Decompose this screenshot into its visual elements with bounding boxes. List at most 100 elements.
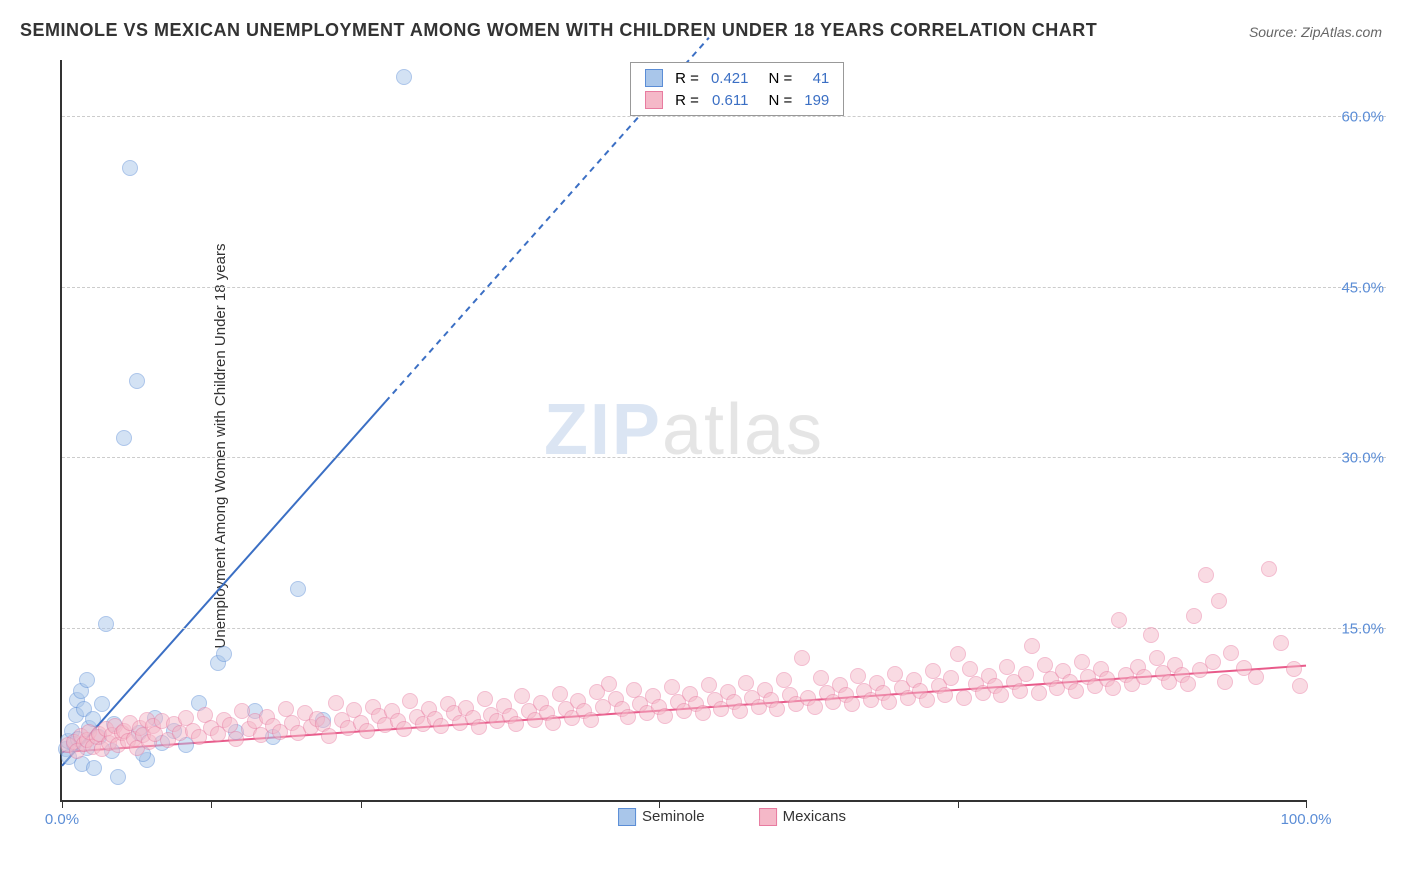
bottom-legend: SeminoleMexicans [582, 808, 864, 826]
data-point [396, 721, 412, 737]
legend-r-label: R = [669, 89, 705, 111]
data-point [993, 687, 1009, 703]
xtick-label: 100.0% [1281, 811, 1332, 828]
legend-swatch [759, 808, 777, 826]
data-point [1105, 680, 1121, 696]
data-point [1186, 608, 1202, 624]
legend-n-label: N = [754, 89, 798, 111]
watermark: ZIPatlas [544, 389, 824, 471]
data-point [122, 160, 138, 176]
data-point [1149, 650, 1165, 666]
ytick-label: 15.0% [1314, 621, 1384, 638]
gridline [62, 116, 1386, 117]
data-point [552, 686, 568, 702]
legend-swatch [645, 91, 663, 109]
gridline [62, 628, 1386, 629]
data-point [1018, 666, 1034, 682]
data-point [477, 691, 493, 707]
xtick-label: 0.0% [45, 811, 79, 828]
data-point [514, 688, 530, 704]
data-point [794, 650, 810, 666]
data-point [620, 709, 636, 725]
legend-r-value: 0.421 [705, 67, 755, 89]
legend-swatch [618, 808, 636, 826]
data-point [1205, 654, 1221, 670]
data-point [695, 705, 711, 721]
xtick [958, 800, 959, 808]
xtick [361, 800, 362, 808]
data-point [657, 708, 673, 724]
legend-r-label: R = [669, 67, 705, 89]
data-point [110, 769, 126, 785]
ytick-label: 30.0% [1314, 450, 1384, 467]
data-point [1024, 638, 1040, 654]
data-point [937, 687, 953, 703]
data-point [769, 701, 785, 717]
data-point [887, 666, 903, 682]
data-point [881, 694, 897, 710]
data-point [1037, 657, 1053, 673]
source-label: Source: ZipAtlas.com [1249, 24, 1382, 40]
data-point [433, 718, 449, 734]
data-point [950, 646, 966, 662]
legend-n-label: N = [754, 67, 798, 89]
data-point [359, 723, 375, 739]
data-point [321, 728, 337, 744]
data-point [328, 695, 344, 711]
data-point [290, 581, 306, 597]
data-point [129, 373, 145, 389]
data-point [402, 693, 418, 709]
ytick-label: 60.0% [1314, 108, 1384, 125]
data-point [1273, 635, 1289, 651]
data-point [776, 672, 792, 688]
data-point [844, 696, 860, 712]
data-point [216, 646, 232, 662]
data-point [1180, 676, 1196, 692]
data-point [1261, 561, 1277, 577]
data-point [116, 430, 132, 446]
data-point [1136, 669, 1152, 685]
data-point [999, 659, 1015, 675]
data-point [1286, 661, 1302, 677]
legend-n-value: 41 [798, 67, 835, 89]
data-point [601, 676, 617, 692]
xtick [62, 800, 63, 808]
data-point [1248, 669, 1264, 685]
bottom-legend-item: Mexicans [741, 808, 846, 825]
data-point [664, 679, 680, 695]
data-point [1012, 683, 1028, 699]
data-point [701, 677, 717, 693]
xtick [659, 800, 660, 808]
gridline [62, 287, 1386, 288]
data-point [956, 690, 972, 706]
gridline [62, 457, 1386, 458]
chart-title: SEMINOLE VS MEXICAN UNEMPLOYMENT AMONG W… [20, 20, 1097, 41]
data-point [471, 719, 487, 735]
legend-stats-row: R =0.421N =41 [639, 67, 835, 89]
data-point [943, 670, 959, 686]
data-point [545, 715, 561, 731]
legend-stats-row: R =0.611N =199 [639, 89, 835, 111]
data-point [738, 675, 754, 691]
data-point [626, 682, 642, 698]
plot-region: ZIPatlas 15.0%30.0%45.0%60.0%0.0%100.0% [60, 60, 1306, 802]
data-point [732, 703, 748, 719]
data-point [1223, 645, 1239, 661]
data-point [1143, 627, 1159, 643]
data-point [807, 699, 823, 715]
ytick-label: 45.0% [1314, 279, 1384, 296]
data-point [1211, 593, 1227, 609]
data-point [1031, 685, 1047, 701]
data-point [813, 670, 829, 686]
data-point [1111, 612, 1127, 628]
data-point [86, 760, 102, 776]
data-point [583, 712, 599, 728]
legend-n-value: 199 [798, 89, 835, 111]
legend-swatch [645, 69, 663, 87]
xtick [211, 800, 212, 808]
data-point [94, 696, 110, 712]
data-point [1292, 678, 1308, 694]
data-point [79, 672, 95, 688]
data-point [962, 661, 978, 677]
data-point [508, 716, 524, 732]
